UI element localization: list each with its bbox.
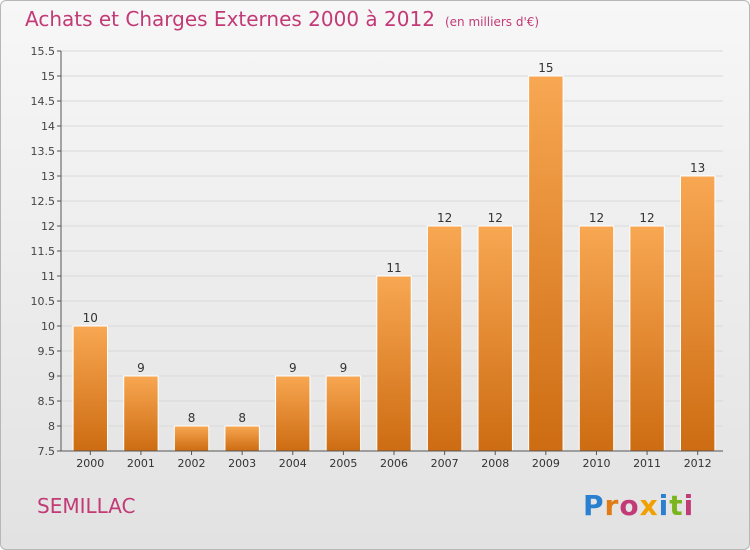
- y-tick-label: 15: [41, 70, 55, 83]
- y-tick-label: 14.5: [31, 95, 56, 108]
- y-tick-label: 9: [48, 370, 55, 383]
- x-tick-label: 2002: [178, 457, 206, 470]
- bar-value-label: 12: [488, 211, 503, 225]
- bar-2007: [426, 225, 463, 452]
- y-tick-label: 7.5: [38, 445, 56, 458]
- y-tick-label: 9.5: [38, 345, 56, 358]
- bar-value-label: 12: [589, 211, 604, 225]
- bar-value-label: 9: [340, 361, 348, 375]
- y-tick-label: 13: [41, 170, 55, 183]
- y-tick-label: 12.5: [31, 195, 56, 208]
- y-tick-label: 12: [41, 220, 55, 233]
- bar-2010: [578, 225, 615, 452]
- bar-2000: [72, 325, 109, 452]
- proxiti-logo: Proxiti: [583, 489, 694, 522]
- bar-2009: [528, 75, 564, 452]
- x-tick-label: 2001: [127, 457, 155, 470]
- x-tick-label: 2009: [532, 457, 560, 470]
- bars: 10 9 8 8 9 9 11 12 12 15 12 12 13: [72, 61, 716, 452]
- y-tick-label: 11.5: [31, 245, 56, 258]
- bar-2004: [275, 375, 311, 452]
- y-tick-label: 10.5: [31, 295, 56, 308]
- y-tick-label: 8: [48, 420, 55, 433]
- x-tick-label: 2004: [279, 457, 307, 470]
- bar-value-label: 12: [639, 211, 654, 225]
- logo-letter: i: [658, 489, 670, 522]
- x-tick-label: 2000: [76, 457, 104, 470]
- commune-name: SEMILLAC: [37, 494, 136, 518]
- bar-2003: [224, 425, 260, 452]
- logo-letter: P: [583, 489, 605, 522]
- logo-letter: t: [669, 489, 684, 522]
- y-tick-label: 13.5: [31, 145, 56, 158]
- bar-value-label: 8: [238, 411, 246, 425]
- bar-2011: [629, 225, 665, 452]
- bar-2001: [123, 375, 159, 452]
- chart-unit-label: (en milliers d'€): [444, 15, 540, 29]
- x-tick-label: 2012: [684, 457, 712, 470]
- bar-value-label: 8: [188, 411, 196, 425]
- y-tick-label: 8.5: [38, 395, 56, 408]
- bar-value-label: 12: [437, 211, 452, 225]
- y-tick-label: 11: [41, 270, 55, 283]
- chart-title-text: Achats et Charges Externes 2000 à 2012: [25, 7, 435, 31]
- logo-letter: i: [683, 489, 695, 522]
- y-tick-label: 10: [41, 320, 55, 333]
- y-tick-label: 14: [41, 120, 55, 133]
- x-tick-label: 2008: [481, 457, 509, 470]
- bar-value-label: 10: [83, 311, 98, 325]
- bar-2005: [325, 375, 362, 452]
- bar-value-label: 9: [137, 361, 145, 375]
- bar-2002: [173, 425, 210, 452]
- bar-value-label: 9: [289, 361, 297, 375]
- logo-letter: r: [604, 489, 620, 522]
- x-tick-label: 2003: [228, 457, 256, 470]
- y-tick-label: 15.5: [31, 45, 56, 58]
- x-tick-label: 2011: [633, 457, 661, 470]
- bar-2008: [477, 225, 513, 452]
- x-tick-label: 2010: [582, 457, 610, 470]
- x-tick-label: 2007: [431, 457, 459, 470]
- bar-value-label: 11: [386, 261, 401, 275]
- x-tick-label: 2006: [380, 457, 408, 470]
- bar-2012: [679, 175, 716, 452]
- x-tick-label: 2005: [329, 457, 357, 470]
- logo-letter: o: [619, 489, 640, 522]
- bar-value-label: 15: [538, 61, 553, 75]
- logo-letter: x: [639, 489, 659, 522]
- chart-title: Achats et Charges Externes 2000 à 2012 (e…: [25, 7, 539, 31]
- bar-value-label: 13: [690, 161, 705, 175]
- bar-2006: [376, 275, 412, 452]
- axes: 7.5 8 8.5 9 9.5 10 10.5 11 11.5 12 12.5 13 13.5 14 14.…: [31, 45, 723, 470]
